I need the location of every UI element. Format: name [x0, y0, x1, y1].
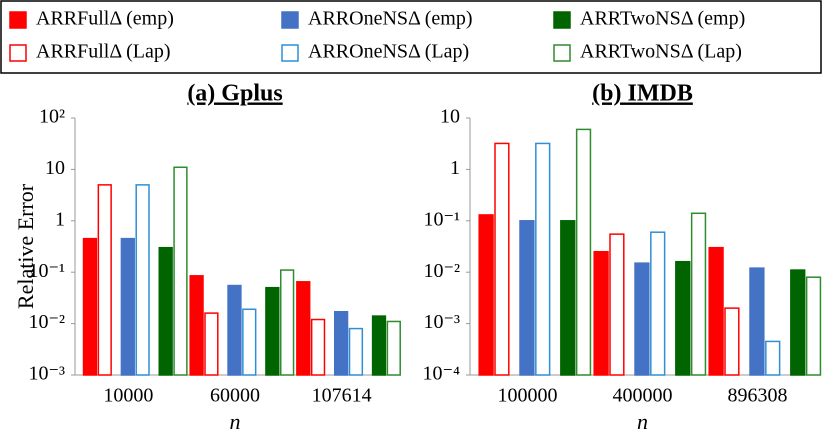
bar: [650, 231, 666, 376]
bar: [310, 318, 326, 376]
bar: [173, 166, 188, 376]
bar: [348, 327, 364, 376]
bar: [371, 315, 387, 376]
y-tick-label: 10⁻³: [28, 363, 65, 385]
y-tick-label: 10⁻⁴: [422, 363, 460, 385]
bar: [560, 220, 576, 376]
legend-box: [0, 0, 822, 74]
legend-label: ARRTwoNSΔ (Lap): [580, 41, 742, 63]
bar: [609, 233, 625, 376]
bar: [749, 267, 765, 376]
bar: [135, 184, 150, 376]
bar: [708, 246, 724, 376]
bar: [724, 307, 740, 376]
bar: [204, 312, 219, 376]
y-tick-label: 10: [440, 106, 460, 128]
bar: [189, 275, 204, 376]
bar: [790, 269, 806, 376]
legend-swatch: [281, 44, 299, 62]
bar: [593, 250, 609, 376]
bar: [494, 142, 510, 376]
bar: [805, 276, 822, 376]
bar: [296, 281, 311, 376]
bar: [333, 311, 349, 376]
bar: [634, 262, 650, 376]
bar: [265, 286, 280, 376]
legend-swatch: [9, 44, 27, 62]
legend-swatch: [281, 11, 299, 29]
x-axis-label: n: [637, 409, 648, 434]
y-tick-label: 10: [45, 157, 65, 179]
bar: [158, 246, 173, 376]
y-tick-label: 10⁻²: [28, 311, 65, 333]
x-tick-label: 100000: [498, 385, 558, 407]
bar: [478, 214, 494, 376]
chart-title: (a) Gplus: [187, 81, 282, 107]
bar: [535, 142, 551, 376]
x-tick-label: 60000: [210, 385, 260, 407]
x-tick-label: 400000: [613, 385, 673, 407]
bar: [386, 320, 401, 376]
y-tick-label: 1: [55, 208, 65, 230]
y-tick-label: 10⁻¹: [28, 260, 65, 282]
x-axis-label: n: [230, 409, 241, 434]
bar: [675, 260, 691, 376]
bar: [227, 284, 242, 376]
bar: [765, 340, 781, 376]
bar: [575, 128, 592, 376]
bar: [82, 237, 98, 376]
legend-label: ARROneNSΔ (emp): [308, 8, 473, 30]
legend-label: ARRFullΔ (Lap): [36, 41, 171, 63]
y-tick-label: 10⁻¹: [423, 208, 460, 230]
legend-label: ARROneNSΔ (Lap): [308, 41, 469, 63]
y-tick-label: 10⁻³: [423, 311, 460, 333]
bar: [690, 212, 707, 376]
y-tick-label: 10²: [39, 106, 65, 128]
y-axis-label: Relative Error: [13, 183, 38, 309]
legend-label: ARRTwoNSΔ (emp): [580, 8, 745, 30]
bar: [120, 237, 135, 376]
bar: [279, 269, 295, 376]
chart-title: (b) IMDB: [592, 81, 693, 107]
bar: [519, 220, 535, 376]
bar: [97, 184, 112, 376]
legend-swatch: [553, 11, 571, 29]
legend-swatch: [9, 11, 27, 29]
legend-swatch: [553, 44, 571, 62]
y-tick-label: 1: [450, 157, 460, 179]
y-tick-label: 10⁻²: [423, 260, 460, 282]
x-tick-label: 896308: [728, 385, 788, 407]
x-tick-label: 107614: [312, 385, 372, 407]
x-tick-label: 10000: [103, 385, 153, 407]
legend-label: ARRFullΔ (emp): [36, 8, 174, 30]
bar: [242, 308, 257, 376]
